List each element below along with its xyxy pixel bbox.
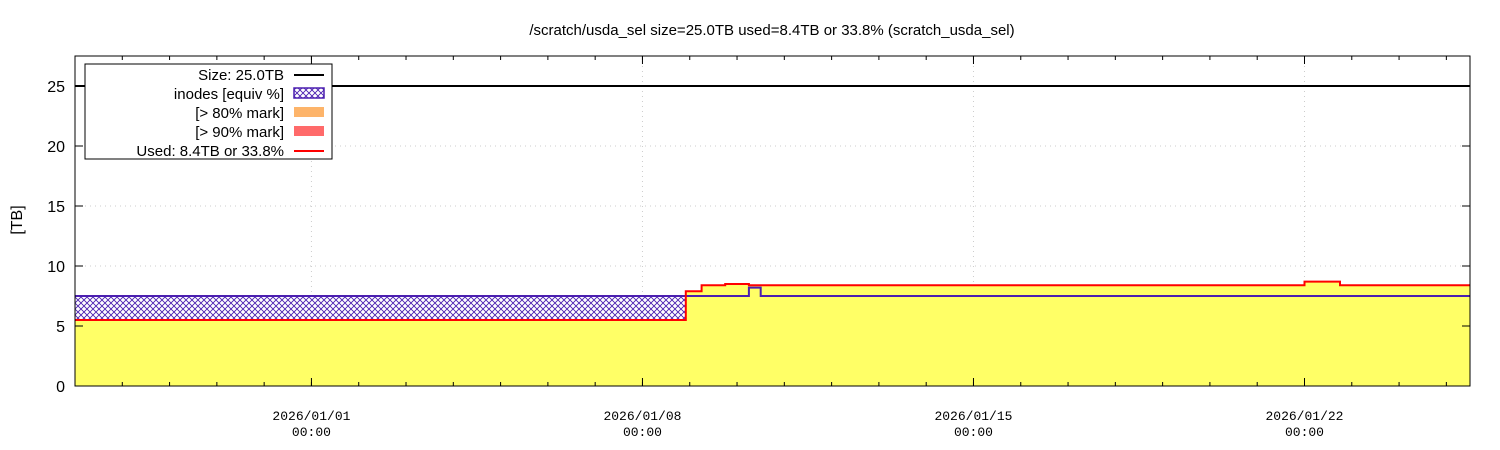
axes: 05101520252026/01/0100:002026/01/0800:00… bbox=[47, 56, 1470, 440]
x-tick-label-date: 2026/01/01 bbox=[272, 409, 350, 424]
x-tick-label-time: 00:00 bbox=[623, 425, 662, 440]
inodes-line bbox=[75, 286, 1470, 297]
y-tick-label: 5 bbox=[56, 319, 65, 336]
x-tick-label-time: 00:00 bbox=[954, 425, 993, 440]
y-tick-label: 15 bbox=[47, 199, 65, 216]
x-tick-label-date: 2026/01/15 bbox=[934, 409, 1012, 424]
chart-title: /scratch/usda_sel size=25.0TB used=8.4TB… bbox=[529, 22, 1014, 39]
legend-label-used: Used: 8.4TB or 33.8% bbox=[136, 143, 284, 160]
legend-swatch-mark90 bbox=[294, 126, 324, 136]
legend-label-mark90: [> 90% mark] bbox=[195, 124, 284, 141]
legend: Size: 25.0TB inodes [equiv %] [> 80% mar… bbox=[84, 63, 333, 160]
y-tick-label: 0 bbox=[56, 379, 65, 396]
used-line bbox=[75, 280, 1470, 321]
legend-box bbox=[84, 63, 333, 160]
legend-label-inodes: inodes [equiv %] bbox=[174, 86, 284, 103]
x-tick-label-date: 2026/01/08 bbox=[603, 409, 681, 424]
legend-swatch-inodes bbox=[293, 87, 325, 99]
y-axis-label: [TB] bbox=[9, 205, 26, 234]
used-area bbox=[75, 281, 1470, 386]
x-tick-label-time: 00:00 bbox=[1285, 425, 1324, 440]
x-tick-label-date: 2026/01/22 bbox=[1265, 409, 1343, 424]
legend-label-size: Size: 25.0TB bbox=[198, 67, 284, 84]
legend-swatch-mark80 bbox=[294, 107, 324, 117]
legend-label-mark80: [> 80% mark] bbox=[195, 105, 284, 122]
y-tick-label: 20 bbox=[47, 139, 65, 156]
x-tick-label-time: 00:00 bbox=[292, 425, 331, 440]
plot-frame bbox=[74, 55, 1471, 387]
y-tick-label: 25 bbox=[47, 79, 65, 96]
data-series bbox=[75, 85, 1470, 386]
y-tick-label: 10 bbox=[47, 259, 65, 276]
